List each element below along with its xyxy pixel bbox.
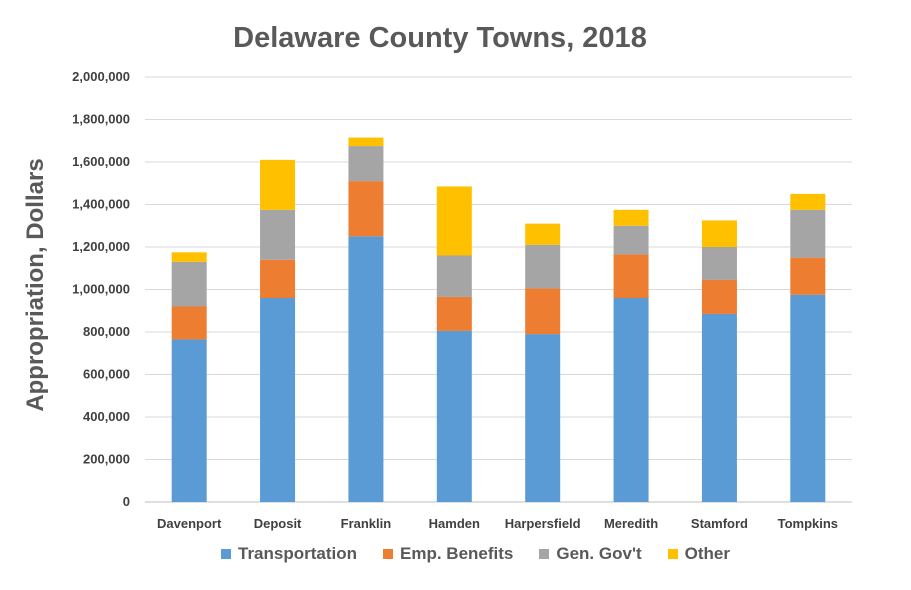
legend-item: Transportation [221, 544, 357, 564]
bar-segment [348, 236, 384, 502]
legend: Transportation Emp. Benefits Gen. Gov't Oth… [0, 544, 911, 564]
bar-segment [260, 298, 296, 502]
bar-segment [790, 257, 826, 295]
y-tick-label: 1,000,000 [72, 282, 130, 297]
x-tick-label: Stamford [691, 516, 748, 531]
chart-title: Delaware County Towns, 2018 [233, 22, 647, 54]
x-tick-label: Harpersfield [505, 516, 581, 531]
bar-segment [171, 306, 207, 340]
bar-segment [260, 259, 296, 298]
y-tick-label: 400,000 [83, 409, 130, 424]
legend-item: Gen. Gov't [539, 544, 642, 564]
y-tick-label: 1,600,000 [72, 154, 130, 169]
bar-segment [525, 223, 561, 245]
legend-item: Other [667, 544, 730, 564]
y-tick-label: 1,200,000 [72, 239, 130, 254]
x-tick-label: Deposit [254, 516, 302, 531]
x-tick-label: Davenport [157, 516, 222, 531]
bar-segment [348, 137, 384, 147]
bar-segment [260, 159, 296, 210]
x-tick-label: Meredith [604, 516, 658, 531]
bar-segment [525, 334, 561, 502]
bar-segment [171, 261, 207, 307]
bar-segment [701, 247, 737, 280]
bar-segment [701, 279, 737, 314]
legend-item: Emp. Benefits [383, 544, 513, 564]
legend-label: Other [684, 544, 730, 563]
bar-segment [525, 288, 561, 335]
bar-segment [348, 181, 384, 237]
bar-segment [613, 254, 649, 298]
y-tick-labels: 0 200,000 400,000 600,000 800,000 1,000,000 1,… [72, 69, 130, 509]
legend-label: Transportation [238, 544, 358, 563]
bar-segment [790, 294, 826, 502]
x-tick-labels: Davenport Deposit Franklin Hamden Harpersfie… [157, 516, 838, 531]
legend-label: Gen. Gov't [556, 544, 642, 563]
bar-segment [790, 209, 826, 258]
bar-segment [436, 255, 472, 297]
y-tick-label: 200,000 [83, 452, 130, 467]
bar-segment [436, 186, 472, 256]
bars [171, 137, 826, 502]
x-tick-label: Tompkins [778, 516, 838, 531]
y-tick-label: 0 [123, 494, 130, 509]
y-tick-label: 800,000 [83, 324, 130, 339]
bar-segment [436, 330, 472, 502]
bar-segment [436, 296, 472, 331]
legend-swatch [383, 549, 394, 559]
legend-swatch [667, 549, 678, 559]
bar-segment [171, 252, 207, 262]
y-tick-label: 1,800,000 [72, 112, 130, 127]
bar-segment [171, 339, 207, 502]
x-tick-label: Franklin [341, 516, 392, 531]
legend-label: Emp. Benefits [400, 544, 514, 563]
bar-segment [260, 209, 296, 260]
bar-segment [790, 193, 826, 210]
x-tick-label: Hamden [429, 516, 480, 531]
gridlines [145, 76, 852, 503]
bar-segment [348, 146, 384, 182]
bar-segment [701, 220, 737, 247]
bar-segment [613, 209, 649, 226]
bar-segment [525, 244, 561, 289]
legend-swatch [539, 549, 550, 559]
y-tick-label: 600,000 [83, 367, 130, 382]
bar-segment [613, 225, 649, 255]
y-tick-label: 2,000,000 [72, 69, 130, 84]
bar-segment [701, 313, 737, 502]
legend-swatch [221, 549, 231, 559]
y-tick-label: 1,400,000 [72, 197, 130, 212]
bar-segment [613, 298, 649, 502]
